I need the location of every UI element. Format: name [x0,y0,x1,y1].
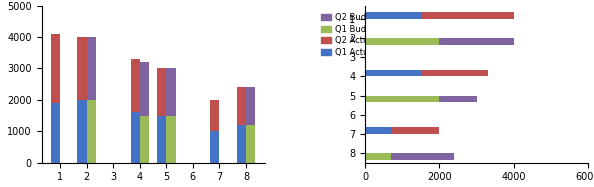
Bar [246,87,255,125]
Bar [77,37,87,100]
Bar [365,12,421,19]
Bar [246,125,255,163]
Bar [87,37,96,100]
Bar [237,125,246,163]
Bar [77,100,87,163]
Bar [140,62,149,116]
Bar [237,87,246,125]
Bar [166,68,176,116]
Bar [365,153,391,160]
Bar [440,38,514,45]
Bar [391,127,440,134]
Bar [365,96,440,102]
Bar [51,103,60,163]
Bar [157,68,166,116]
Bar [51,34,60,103]
Bar [365,38,440,45]
Legend: Q2 Budget, Q1 Budget, Q2 Actual, Q1 Actual: Q2 Budget, Q1 Budget, Q2 Actual, Q1 Actu… [318,10,383,60]
Bar [166,116,176,163]
Bar [210,100,220,131]
Bar [365,70,421,76]
Bar [440,96,476,102]
Bar [131,59,140,112]
Bar [87,100,96,163]
Bar [421,70,488,76]
Bar [391,153,454,160]
Bar [421,12,514,19]
Bar [210,131,220,163]
Bar [140,116,149,163]
Bar [365,127,391,134]
Bar [157,116,166,163]
Bar [131,112,140,163]
